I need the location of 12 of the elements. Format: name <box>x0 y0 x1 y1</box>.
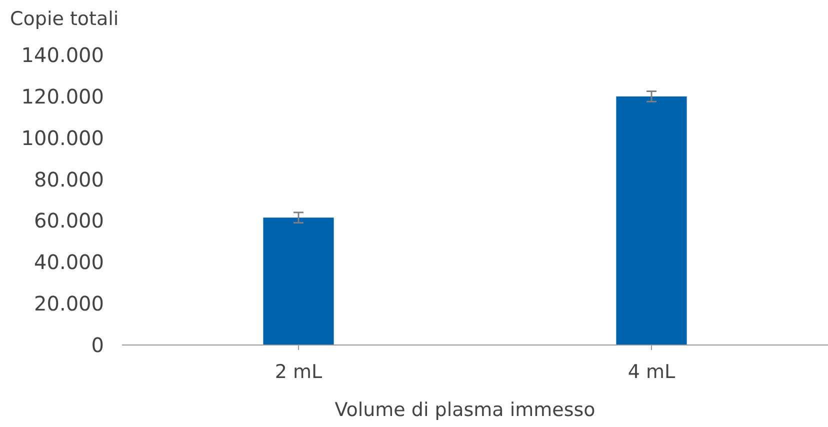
y-tick-label: 140.000 <box>21 43 104 67</box>
y-tick-label: 60.000 <box>34 208 104 233</box>
y-tick-label: 40.000 <box>34 250 104 274</box>
x-tick-label: 2 mL <box>274 361 323 383</box>
y-tick-label: 120.000 <box>21 84 104 108</box>
y-tick-label: 0 <box>91 333 104 357</box>
y-tick-label: 80.000 <box>34 167 104 192</box>
y-axis-title: Copie totali <box>10 8 119 30</box>
x-tick-label: 4 mL <box>628 361 676 383</box>
y-tick-label: 100.000 <box>21 126 104 150</box>
y-tick-label: 20.000 <box>34 292 104 316</box>
x-axis-title: Volume di plasma immesso <box>334 399 596 421</box>
